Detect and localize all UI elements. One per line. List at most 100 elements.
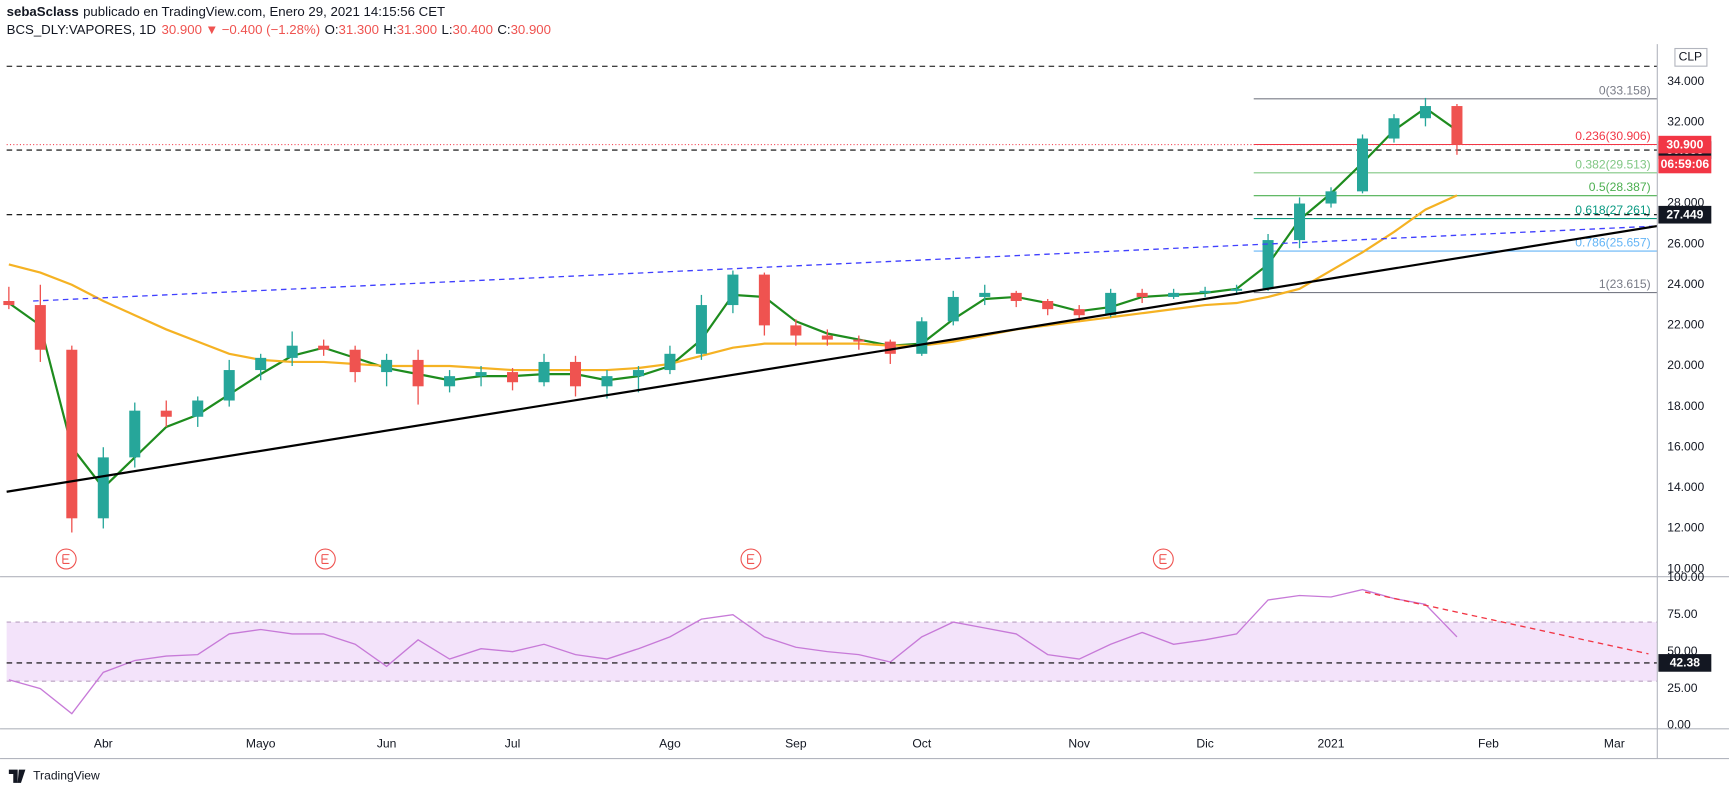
change: −0.400 (−1.28%) <box>222 21 320 36</box>
y-tick-label: 0.00 <box>1667 718 1691 732</box>
candle-body <box>916 321 928 354</box>
y-tick-label: 100.00 <box>1667 570 1704 584</box>
rsi-line <box>8 588 1458 715</box>
candle-body <box>223 370 235 401</box>
y-tick-label: 32.000 <box>1667 114 1704 128</box>
candle-body <box>664 353 676 371</box>
earnings-marker <box>55 548 77 570</box>
y-tick-label: 14.000 <box>1667 480 1704 494</box>
published: publicado en TradingView.com, Enero 29, … <box>83 4 445 19</box>
author: sebaSclass <box>7 4 79 19</box>
candle-body <box>1262 240 1274 289</box>
x-tick-label: Dic <box>1196 736 1214 750</box>
candle-body <box>695 305 707 354</box>
rsi-trend-line <box>1364 591 1649 655</box>
candle-body <box>853 339 865 342</box>
y-tick-label: 24.000 <box>1667 277 1704 291</box>
ohlc-label: H: <box>383 21 396 36</box>
candle-body <box>821 335 833 340</box>
candle-body <box>1325 191 1337 204</box>
ohlc-label: C: <box>497 21 510 36</box>
ohlc-label: O: <box>325 21 339 36</box>
y-tick-label: 26.000 <box>1667 236 1704 250</box>
candle-body <box>318 345 330 350</box>
symbol: BCS_DLY:VAPORES, 1D <box>7 21 156 36</box>
fib-label: 0(33.158) <box>1599 83 1651 97</box>
y-tick-label: 25.00 <box>1667 681 1698 695</box>
earnings-icons <box>62 554 1167 564</box>
candle-body <box>192 400 204 417</box>
candle-body <box>727 274 739 306</box>
candle-body <box>66 349 78 519</box>
trend-line <box>6 224 1658 493</box>
fib-label: 0.382(29.513) <box>1575 157 1650 171</box>
earnings-markers <box>55 548 1174 570</box>
ohlc-value: 30.400 <box>453 21 493 36</box>
candle-body <box>1451 106 1463 145</box>
rsi-level-badge: 42.38 <box>1670 656 1701 670</box>
candle-body <box>1231 288 1243 291</box>
candle-body <box>979 292 991 297</box>
candle-body <box>758 274 770 326</box>
candle-body <box>349 349 361 373</box>
earnings-marker <box>1152 548 1174 570</box>
level-badge: 27.449 <box>1666 207 1703 221</box>
direction: ▼ <box>205 21 218 36</box>
candle-body <box>1042 301 1054 310</box>
x-tick-label: Abr <box>94 736 113 750</box>
moving-average <box>8 194 1458 372</box>
y-tick-label: 22.000 <box>1667 318 1704 332</box>
candle-body <box>97 457 109 519</box>
countdown-badge: 06:59:06 <box>1661 157 1710 171</box>
candle-body <box>286 345 298 358</box>
earnings-marker <box>740 548 762 570</box>
last-price-badge: 30.900 <box>1666 137 1703 151</box>
candle-body <box>1199 290 1211 293</box>
candle-body <box>884 341 896 354</box>
candle-body <box>1073 309 1085 316</box>
candle-body <box>1010 292 1022 302</box>
last-price-badge-bg <box>1658 135 1712 154</box>
ohlc-value: 30.900 <box>511 21 551 36</box>
brand: TradingView <box>33 768 100 782</box>
earnings-icon <box>321 554 329 564</box>
candle-body <box>1105 292 1117 316</box>
fib-label: 1(23.615) <box>1599 277 1651 291</box>
x-tick-label: Oct <box>912 736 931 750</box>
x-tick-label: Ago <box>659 736 681 750</box>
candle-body <box>3 301 15 306</box>
candle-body <box>1356 138 1369 192</box>
earnings-icon <box>1159 554 1167 564</box>
candle-body <box>412 359 424 387</box>
fib-label: 0.786(25.657) <box>1575 236 1650 250</box>
level-badge-bg <box>1658 205 1712 224</box>
back-layer: 0(33.158) 0.236(30.906) 0.382(29.513) 0.5(2… <box>3 65 1658 715</box>
y-tick-label: 12.000 <box>1667 521 1704 535</box>
countdown-badge-bg <box>1658 155 1712 174</box>
fib-label: 0.618(27.261) <box>1575 203 1650 217</box>
currency: CLP <box>1679 50 1703 64</box>
x-tick-label: Feb <box>1478 736 1499 750</box>
ohlc-value: 31.300 <box>397 21 437 36</box>
header-line-2: BCS_DLY:VAPORES, 1D 30.900 ▼ −0.400 (−1.28%… <box>7 21 551 36</box>
ohlc-value: 31.300 <box>339 21 379 36</box>
x-tick-label: Nov <box>1068 736 1090 750</box>
candle-body <box>255 357 267 371</box>
y-tick-label: 34.000 <box>1667 74 1704 88</box>
candle-body <box>1388 118 1400 139</box>
y-tick-label: 18.000 <box>1667 399 1704 413</box>
y-tick-label: 75.00 <box>1667 607 1698 621</box>
candle-body <box>1136 292 1148 297</box>
candle-body <box>1168 292 1180 297</box>
candle-body <box>632 370 644 377</box>
x-tick-label: Jul <box>505 736 520 750</box>
last-price: 30.900 <box>162 21 202 36</box>
candle-body <box>507 372 519 383</box>
brand-logo <box>8 769 26 783</box>
trend-line <box>33 225 1658 302</box>
earnings-marker <box>314 548 336 570</box>
candle-body <box>381 359 393 373</box>
ohlc-label: L: <box>441 21 452 36</box>
candle-body <box>34 305 46 350</box>
x-tick-label: 2021 <box>1318 736 1345 750</box>
